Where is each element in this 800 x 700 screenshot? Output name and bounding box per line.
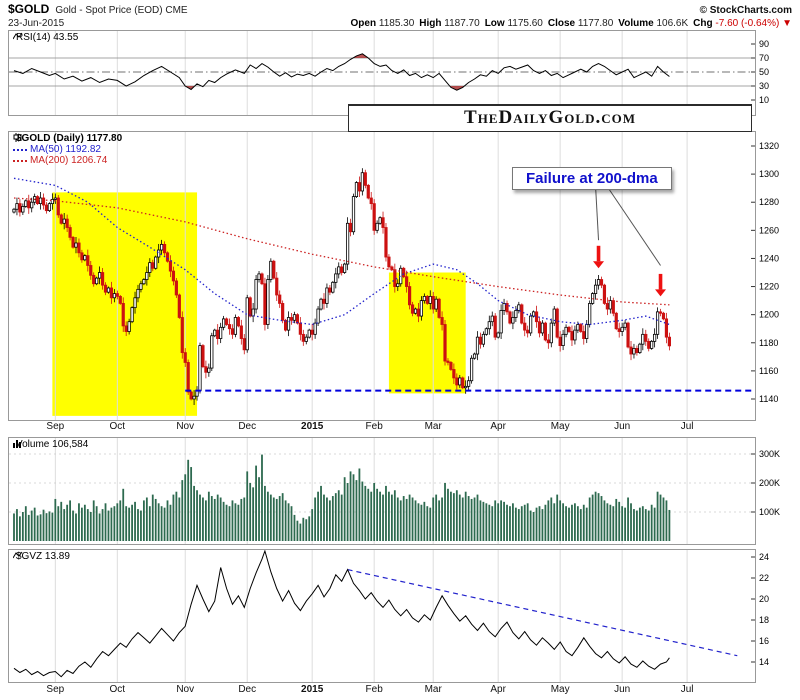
month-label: Feb xyxy=(365,421,383,432)
gvz-plot: 24 22 20 18 16 14 xyxy=(8,549,769,683)
price-xaxis-months: Sep Oct Nov Dec 2015 Feb Mar Apr May Jun Jul xyxy=(8,421,792,435)
rsi-panel: 90 70 50 30 10 RSI(14) 43.55 xyxy=(8,30,792,116)
ma200-label: MA(200) 1206.74 xyxy=(30,155,108,166)
month-label: Jul xyxy=(680,421,694,432)
rsi-plot: 90 70 50 30 10 xyxy=(8,30,769,116)
volume-plot: 300K 200K 100K xyxy=(8,437,780,545)
annotation-callout: Failure at 200-dma xyxy=(512,167,672,190)
svg-text:1180: 1180 xyxy=(759,338,778,348)
quote-date: 23-Jun-2015 xyxy=(8,18,65,29)
month-label: Jun xyxy=(614,684,631,695)
quote-field-value: 1175.60 xyxy=(504,18,543,29)
month-label: May xyxy=(550,684,570,695)
quote-line: Open 1185.30 High 1187.70 Low 1175.60 Close… xyxy=(350,18,792,29)
svg-text:1280: 1280 xyxy=(759,197,779,207)
rsi-label: RSI(14) 43.55 xyxy=(16,32,79,43)
gvz-panel: 24 22 20 18 16 14 $GVZ 13.89 xyxy=(8,549,792,683)
month-label: Nov xyxy=(176,421,195,432)
quote-field-label: Volume xyxy=(618,18,654,29)
month-label: Apr xyxy=(490,421,506,432)
volume-panel: 300K 200K 100K Volume 106,584 xyxy=(8,437,792,545)
quote-field-label: High xyxy=(419,18,442,29)
svg-text:24: 24 xyxy=(759,552,769,562)
quote-field-label: Low xyxy=(484,18,505,29)
price-plot: 1320 1300 1280 1260 1240 1220 1200 1180 1160 1140 xyxy=(8,131,779,421)
quote-field-value: 1177.80 xyxy=(575,18,614,29)
rsi-label-row: RSI(14) 43.55 xyxy=(13,32,78,43)
svg-text:50: 50 xyxy=(759,67,769,77)
thedailygold-watermark: TheDailyGold.com xyxy=(348,104,752,132)
chart-header: $GOLD Gold - Spot Price (EOD) CME © Stoc… xyxy=(8,3,792,30)
month-label: Dec xyxy=(238,684,257,695)
quote-field-value: 106.6K xyxy=(653,18,689,29)
volume-label: Volume 106,584 xyxy=(16,439,89,450)
month-label: Apr xyxy=(490,684,506,695)
quote-field-label: Open xyxy=(350,18,377,29)
svg-text:90: 90 xyxy=(759,39,769,49)
svg-text:1260: 1260 xyxy=(759,225,779,235)
svg-text:300K: 300K xyxy=(759,449,780,459)
price-panel: 1320 1300 1280 1260 1240 1220 1200 1180 1160 1140… xyxy=(8,131,792,421)
quote-chg-value: -7.60 (-0.64%) ▼ xyxy=(712,18,792,29)
month-label: May xyxy=(550,421,570,432)
svg-text:1300: 1300 xyxy=(759,169,779,179)
svg-text:30: 30 xyxy=(759,81,769,91)
month-label: Oct xyxy=(109,684,126,695)
ma50-line-sample xyxy=(13,148,27,151)
svg-text:100K: 100K xyxy=(759,507,780,517)
price-label: $GOLD (Daily) 1177.80 xyxy=(16,133,123,144)
month-label: Mar xyxy=(424,684,442,695)
volume-label-row: Volume 106,584 xyxy=(13,439,88,450)
gvz-label: $GVZ 13.89 xyxy=(16,551,70,562)
svg-text:200K: 200K xyxy=(759,478,780,488)
svg-text:1200: 1200 xyxy=(759,310,779,320)
svg-text:18: 18 xyxy=(759,615,769,625)
quote-field-value: 1187.70 xyxy=(441,18,480,29)
svg-text:1240: 1240 xyxy=(759,253,779,263)
gvz-xaxis-months: Sep Oct Nov Dec 2015 Feb Mar Apr May Jun Jul xyxy=(8,684,792,698)
gvz-label-row: $GVZ 13.89 xyxy=(13,551,70,562)
symbol: $GOLD xyxy=(8,2,50,16)
svg-text:1140: 1140 xyxy=(759,394,778,404)
month-label: Sep xyxy=(46,421,65,432)
quote-field-value: 1185.30 xyxy=(376,18,415,29)
price-legend: $GOLD (Daily) 1177.80 MA(50) 1192.82 MA(… xyxy=(13,133,122,166)
symbol-description: Gold - Spot Price (EOD) CME xyxy=(55,5,188,16)
svg-text:1320: 1320 xyxy=(759,141,779,151)
month-label: Feb xyxy=(365,684,383,695)
svg-text:22: 22 xyxy=(759,573,769,583)
svg-text:16: 16 xyxy=(759,636,769,646)
month-label: Oct xyxy=(109,421,126,432)
svg-text:14: 14 xyxy=(759,657,769,667)
stockcharts-copyright-link[interactable]: © StockCharts.com xyxy=(699,5,792,16)
month-label: Mar xyxy=(424,421,442,432)
quote-field-label: Close xyxy=(547,18,576,29)
svg-text:10: 10 xyxy=(759,95,769,105)
svg-text:1220: 1220 xyxy=(759,282,779,292)
month-label: Nov xyxy=(176,684,195,695)
svg-text:70: 70 xyxy=(759,53,769,63)
month-label: Sep xyxy=(46,684,65,695)
ma200-line-sample xyxy=(13,159,27,162)
month-label: 2015 xyxy=(301,684,324,695)
month-label: 2015 xyxy=(301,421,324,432)
month-label: Jun xyxy=(614,421,631,432)
month-label: Dec xyxy=(238,421,257,432)
month-label: Jul xyxy=(680,684,694,695)
ma50-label: MA(50) 1192.82 xyxy=(30,144,101,155)
svg-text:1160: 1160 xyxy=(759,366,778,376)
svg-text:20: 20 xyxy=(759,594,769,604)
